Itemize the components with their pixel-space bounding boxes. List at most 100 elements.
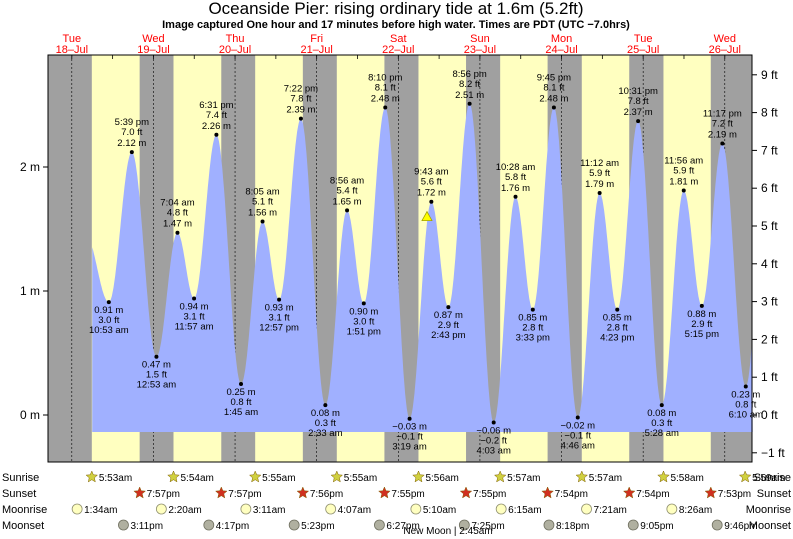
low-tide-point — [407, 416, 412, 421]
sunset-time: 7:57pm — [228, 489, 261, 500]
high-tide-feet: 8.1 ft — [543, 82, 564, 93]
sunset-icon — [214, 486, 228, 499]
high-tide-point — [129, 150, 134, 155]
high-tide-feet: 8.2 ft — [459, 79, 480, 90]
high-tide-point — [383, 105, 388, 110]
day-labels: Tue18–JulWed19–JulThu20–JulFri21–JulSat2… — [56, 33, 741, 56]
new-moon-label: New Moon | 2:45am — [403, 526, 492, 537]
high-tide-time: 7:04 am — [160, 198, 194, 209]
low-tide-height: 0.94 m — [180, 301, 209, 312]
high-tide-point — [636, 119, 641, 124]
moonset-time: 7:25pm — [471, 521, 504, 532]
sunset-icon — [459, 486, 473, 499]
day-date: 25–Jul — [627, 44, 659, 56]
low-tide-height: 0.88 m — [687, 309, 716, 320]
high-tide-height: 1.79 m — [585, 179, 614, 190]
day-date: 24–Jul — [545, 44, 577, 56]
high-tide-feet: 5.6 ft — [421, 177, 442, 188]
high-tide-height: 2.19 m — [708, 129, 737, 140]
high-tide-feet: 5.1 ft — [252, 197, 273, 208]
row-label-left: Moonset — [2, 520, 44, 532]
high-tide-time: 11:12 am — [580, 158, 619, 169]
high-tide-time: 8:56 am — [330, 175, 364, 186]
day-date: 18–Jul — [56, 44, 88, 56]
high-tide-height: 1.76 m — [501, 183, 530, 194]
low-tide-point — [192, 296, 197, 301]
sunrise-time: 5:57am — [589, 473, 622, 484]
moonset-icon — [543, 519, 555, 531]
high-tide-feet: 5.9 ft — [673, 166, 694, 177]
moonset-time: 9:05pm — [640, 521, 673, 532]
low-tide-point — [575, 415, 580, 420]
sunrise-icon — [738, 470, 752, 483]
tide-area — [92, 103, 753, 433]
sunrise-icon — [657, 470, 670, 483]
low-tide-point — [277, 297, 282, 302]
low-tide-point — [699, 303, 704, 308]
high-tide-feet: 7.8 ft — [628, 96, 649, 107]
low-tide-height: −0.03 m — [392, 422, 427, 433]
low-tide-point — [615, 307, 620, 312]
low-tide-feet: 2.9 ft — [691, 319, 712, 330]
high-tide-time: 5:39 pm — [115, 117, 149, 128]
high-tide-time: 9:43 am — [414, 167, 448, 178]
moonset-icon — [203, 519, 215, 531]
low-tide-height: 0.47 m — [142, 360, 171, 371]
high-tide-height: 1.47 m — [163, 219, 192, 230]
day-name: Sat — [390, 33, 407, 45]
moonset-icon — [374, 519, 385, 531]
y-tick-label-right: 8 ft — [761, 106, 778, 120]
high-tide-height: 2.48 m — [539, 93, 568, 104]
low-tide-feet: −0.1 ft — [564, 430, 591, 441]
high-tide-height: 2.48 m — [371, 93, 400, 104]
low-tide-time: 1:45 am — [224, 407, 258, 418]
low-tide-feet: 2.8 ft — [522, 323, 543, 334]
low-tide-height: −0.02 m — [560, 420, 595, 431]
low-tide-point — [106, 300, 111, 305]
high-tide-height: 2.39 m — [286, 105, 315, 116]
high-tide-height: 1.72 m — [417, 188, 446, 199]
row-label-right: Moonrise — [746, 504, 791, 516]
row-label-right: Sunrise — [754, 472, 791, 484]
high-tide-time: 10:31 pm — [618, 86, 658, 97]
sunrise-icon — [167, 470, 180, 483]
sunset-time: 7:55pm — [391, 489, 424, 500]
sunrise-icon — [493, 470, 507, 483]
day-name: Sun — [470, 33, 490, 45]
low-tide-feet: 0.8 ft — [735, 399, 756, 410]
moonset-icon — [118, 519, 129, 531]
sunset-time: 7:56pm — [310, 489, 343, 500]
day-name: Tue — [634, 33, 653, 45]
sunset-icon — [704, 486, 718, 499]
day-date: 26–Jul — [709, 44, 741, 56]
low-tide-height: 0.25 m — [226, 387, 255, 398]
high-tide-feet: 7.8 ft — [290, 94, 311, 105]
high-tide-point — [345, 208, 350, 213]
row-label-right: Sunset — [757, 488, 791, 500]
low-tide-height: 0.23 m — [731, 389, 760, 400]
low-tide-height: 0.90 m — [349, 306, 378, 317]
sunrise-time: 5:55am — [262, 473, 295, 484]
moonrise-time: 8:26am — [679, 505, 712, 516]
y-tick-label-right: 5 ft — [761, 219, 778, 233]
low-tide-point — [323, 403, 328, 408]
row-label-left: Sunrise — [2, 472, 39, 484]
row-label-right: Moonset — [749, 520, 791, 532]
low-tide-feet: −0.1 ft — [396, 432, 423, 443]
low-tide-feet: 3.0 ft — [353, 316, 374, 327]
high-tide-height: 1.81 m — [669, 177, 698, 188]
sunset-time: 7:55pm — [473, 489, 506, 500]
low-tide-point — [491, 420, 496, 425]
day-name: Fri — [310, 33, 323, 45]
low-tide-time: 5:28 am — [645, 428, 679, 439]
y-tick-label-right: 1 ft — [761, 370, 778, 384]
high-tide-time: 11:17 pm — [703, 108, 742, 119]
low-tide-time: 3:19 am — [392, 442, 426, 453]
moonset-time: 6:27pm — [386, 521, 419, 532]
low-tide-time: 11:57 am — [175, 321, 214, 332]
sunset-time: 7:53pm — [718, 489, 751, 500]
day-date: 21–Jul — [300, 44, 332, 56]
sun-moon-rows: Sunrise Sunrise Sunset Sunset Moonrise Moonri… — [2, 470, 791, 537]
